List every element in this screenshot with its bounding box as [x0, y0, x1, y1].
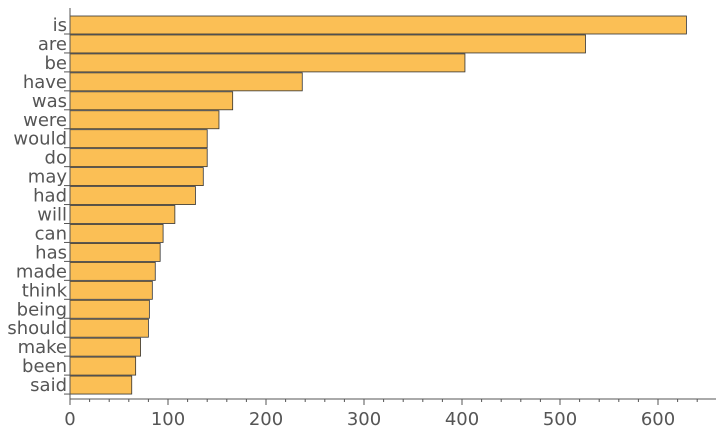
category-label-were: were — [23, 110, 67, 131]
x-tick-label-0: 0 — [64, 409, 75, 430]
category-label-has: has — [35, 242, 67, 263]
bars-layer — [69, 15, 687, 395]
x-tick-label-200: 200 — [249, 409, 283, 430]
bar-are — [69, 34, 586, 54]
bar-will — [69, 205, 176, 224]
category-label-do: do — [45, 148, 67, 169]
x-tick-label-600: 600 — [641, 409, 675, 430]
category-label-should: should — [7, 318, 67, 339]
bar-do — [69, 148, 208, 168]
bar-be — [69, 53, 466, 73]
category-label-think: think — [22, 280, 68, 301]
bar-make — [69, 337, 141, 357]
category-label-had: had — [33, 186, 67, 207]
category-label-may: may — [28, 167, 68, 188]
category-label-been: been — [22, 356, 67, 377]
bar-is — [69, 15, 687, 35]
category-label-make: make — [18, 337, 67, 358]
bar-have — [69, 72, 303, 92]
bar-may — [69, 167, 204, 187]
bar-would — [69, 129, 208, 149]
bar-has — [69, 242, 161, 262]
category-label-can: can — [35, 223, 67, 244]
category-label-will: will — [37, 205, 67, 226]
x-tick-label-300: 300 — [347, 409, 381, 430]
category-label-made: made — [16, 261, 67, 282]
category-label-said: said — [30, 375, 67, 396]
x-tick-label-400: 400 — [445, 409, 479, 430]
category-label-would: would — [13, 129, 67, 150]
bar-were — [69, 110, 220, 130]
bar-said — [69, 375, 133, 395]
category-label-being: being — [17, 299, 67, 320]
category-label-are: are — [38, 34, 67, 55]
category-label-be: be — [45, 53, 68, 74]
category-label-have: have — [23, 72, 67, 93]
bar-being — [69, 299, 150, 319]
bar-can — [69, 224, 164, 243]
x-tick-label-100: 100 — [151, 409, 185, 430]
category-label-was: was — [32, 91, 67, 112]
x-tick-label-500: 500 — [543, 409, 577, 430]
bar-was — [69, 91, 234, 111]
category-label-is: is — [53, 15, 67, 36]
bar-been — [69, 356, 137, 376]
bar-think — [69, 280, 153, 300]
labels-layer: isarebehavewaswerewoulddomayhadwillcanha… — [7, 15, 675, 430]
axes-layer — [64, 8, 716, 405]
bar-made — [69, 261, 156, 281]
bar-should — [69, 318, 149, 338]
bar-had — [69, 186, 196, 205]
